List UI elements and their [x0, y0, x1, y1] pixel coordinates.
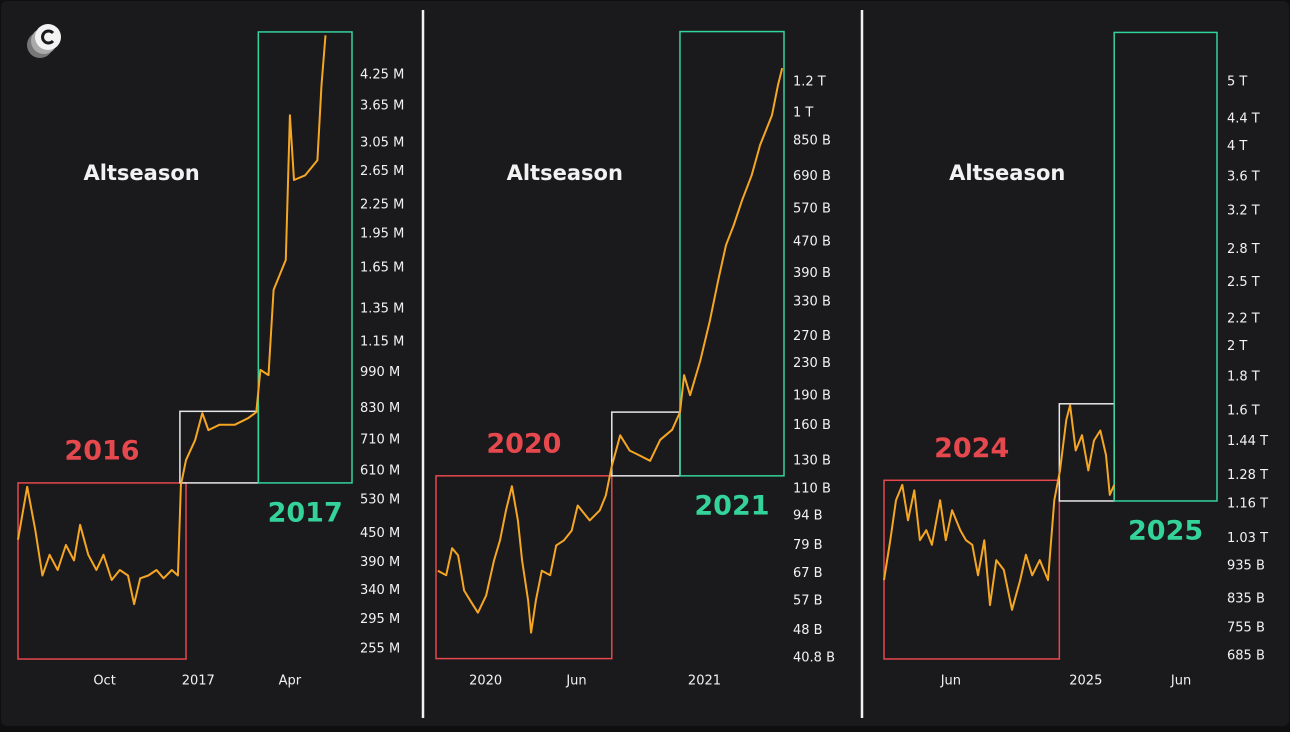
- y-tick-label: 5 T: [1227, 75, 1247, 90]
- price-line: [17, 35, 327, 606]
- annotation: Altseason: [949, 161, 1065, 185]
- y-tick-label: 1.35 M: [360, 302, 404, 317]
- y-tick-label: 450 M: [360, 526, 400, 541]
- y-tick-label: 3.65 M: [360, 99, 404, 114]
- y-tick-label: 530 M: [360, 492, 400, 507]
- y-tick-label: 230 B: [793, 356, 831, 371]
- y-tick-label: 2.5 T: [1227, 275, 1260, 290]
- y-tick-label: 2.2 T: [1227, 312, 1260, 327]
- x-tick-label: 2025: [1069, 674, 1102, 689]
- y-tick-label: 48 B: [793, 623, 823, 638]
- x-tick-label: 2021: [688, 674, 721, 689]
- y-tick-label: 330 B: [793, 295, 831, 310]
- x-tick-label: Apr: [279, 674, 302, 689]
- y-tick-label: 4.25 M: [360, 68, 404, 83]
- y-tick-label: 470 B: [793, 234, 831, 249]
- y-tick-label: 270 B: [793, 329, 831, 344]
- x-tick-label: Oct: [93, 674, 115, 689]
- y-tick-label: 1.95 M: [360, 227, 404, 242]
- y-tick-label: 1.16 T: [1227, 496, 1268, 511]
- price-line: [437, 67, 784, 634]
- y-tick-label: 1.8 T: [1227, 370, 1260, 385]
- y-tick-label: 690 B: [793, 169, 831, 184]
- y-tick-label: 2.65 M: [360, 164, 404, 179]
- y-tick-label: 110 B: [793, 482, 831, 497]
- y-tick-label: 3.05 M: [360, 135, 404, 150]
- region-label: 2021: [694, 490, 769, 521]
- y-tick-label: 1.28 T: [1227, 468, 1268, 483]
- y-tick-label: 850 B: [793, 133, 831, 148]
- region-box: [17, 482, 187, 660]
- x-tick-label: Jun: [1170, 674, 1191, 689]
- y-tick-label: 2 T: [1227, 339, 1247, 354]
- y-tick-label: 2.8 T: [1227, 242, 1260, 257]
- region-box: [1113, 31, 1218, 502]
- y-tick-label: 1.6 T: [1227, 404, 1260, 419]
- y-tick-label: 79 B: [793, 538, 823, 553]
- region-box: [679, 30, 785, 477]
- y-tick-label: 835 B: [1227, 591, 1265, 606]
- region-label: 2017: [268, 497, 343, 528]
- y-tick-label: 4.4 T: [1227, 112, 1260, 127]
- y-tick-label: 1 T: [793, 106, 813, 121]
- logo: [27, 24, 61, 58]
- x-tick-label: 2020: [469, 674, 502, 689]
- y-tick-label: 1.65 M: [360, 261, 404, 276]
- region-box: [435, 475, 613, 660]
- y-tick-label: 710 M: [360, 433, 400, 448]
- annotation: Altseason: [83, 161, 199, 185]
- y-tick-label: 1.15 M: [360, 334, 404, 349]
- y-tick-label: 755 B: [1227, 620, 1265, 635]
- y-tick-label: 1.2 T: [793, 75, 826, 90]
- y-tick-label: 610 M: [360, 464, 400, 479]
- region-label: 2016: [64, 435, 139, 466]
- y-tick-label: 2.25 M: [360, 197, 404, 212]
- y-tick-label: 990 M: [360, 365, 400, 380]
- x-tick-label: Jun: [940, 674, 961, 689]
- y-tick-label: 130 B: [793, 453, 831, 468]
- y-tick-label: 935 B: [1227, 559, 1265, 574]
- y-tick-label: 160 B: [793, 418, 831, 433]
- y-tick-label: 3.2 T: [1227, 203, 1260, 218]
- region-box: [883, 479, 1061, 660]
- y-tick-label: 67 B: [793, 566, 823, 581]
- y-tick-label: 685 B: [1227, 649, 1265, 664]
- y-tick-label: 94 B: [793, 509, 823, 524]
- x-tick-label: 2017: [182, 674, 215, 689]
- y-tick-label: 1.44 T: [1227, 434, 1268, 449]
- y-tick-label: 190 B: [793, 389, 831, 404]
- y-tick-label: 57 B: [793, 594, 823, 609]
- price-line: [883, 404, 1116, 611]
- y-tick-label: 390 M: [360, 555, 400, 570]
- y-tick-label: 295 M: [360, 612, 400, 627]
- region-label: 2025: [1128, 515, 1203, 546]
- region-box: [257, 31, 353, 484]
- y-tick-label: 570 B: [793, 201, 831, 216]
- region-label: 2024: [934, 433, 1009, 464]
- x-tick-label: Jun: [565, 674, 586, 689]
- y-tick-label: 1.03 T: [1227, 531, 1268, 546]
- annotation: Altseason: [507, 161, 623, 185]
- y-tick-label: 3.6 T: [1227, 169, 1260, 184]
- region-label: 2020: [486, 428, 561, 459]
- y-tick-label: 40.8 B: [793, 651, 835, 666]
- y-tick-label: 830 M: [360, 401, 400, 416]
- y-tick-label: 390 B: [793, 266, 831, 281]
- y-tick-label: 255 M: [360, 642, 400, 657]
- y-tick-label: 340 M: [360, 583, 400, 598]
- y-tick-label: 4 T: [1227, 139, 1247, 154]
